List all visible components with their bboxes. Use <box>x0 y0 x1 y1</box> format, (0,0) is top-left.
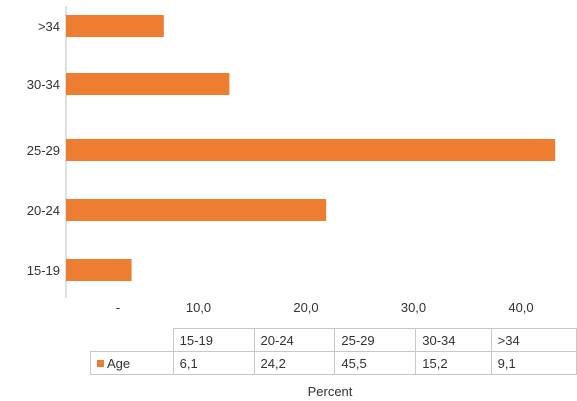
data-table-header: >34 <box>490 328 577 352</box>
x-tick-label: - <box>116 300 120 315</box>
y-tick-label: 25-29 <box>27 143 60 158</box>
data-table-series-label: Age <box>107 355 131 371</box>
data-table-header: 15-19 <box>172 328 255 352</box>
data-table-value-row: Age 6,1 24,2 45,5 15,2 9,1 <box>90 351 577 375</box>
data-table-header-row: 15-19 20-24 25-29 30-34 >34 <box>90 328 577 352</box>
x-tick-label: 20,0 <box>293 300 318 315</box>
y-tick-label: 20-24 <box>27 203 60 218</box>
data-table-header: 25-29 <box>334 328 417 352</box>
data-table-value: 9,1 <box>490 351 577 375</box>
data-table-header: 30-34 <box>415 328 492 352</box>
data-table-value: 15,2 <box>415 351 492 375</box>
data-table-series-cell: Age <box>90 351 174 375</box>
y-tick-label: 15-19 <box>27 263 60 278</box>
bar-20-24 <box>66 199 327 221</box>
x-tick-label: 10,0 <box>186 300 211 315</box>
bar-30-34 <box>66 73 230 95</box>
y-tick-label: >34 <box>38 19 60 34</box>
data-table-value: 24,2 <box>253 351 336 375</box>
bar->34 <box>66 15 164 37</box>
y-tick-label: 30-34 <box>27 77 60 92</box>
data-table-value: 45,5 <box>334 351 417 375</box>
data-table-corner <box>90 328 174 352</box>
x-axis-title: Percent <box>307 384 353 399</box>
chart-data-table: 15-19 20-24 25-29 30-34 >34 Age 6,1 24,2… <box>90 328 577 375</box>
x-tick-label: 40,0 <box>508 300 533 315</box>
bar-25-29 <box>66 139 556 161</box>
x-tick-label: 30,0 <box>401 300 426 315</box>
data-table-header: 20-24 <box>253 328 336 352</box>
data-table-value: 6,1 <box>172 351 255 375</box>
legend-color-key <box>97 359 104 367</box>
bar-15-19 <box>66 259 132 281</box>
